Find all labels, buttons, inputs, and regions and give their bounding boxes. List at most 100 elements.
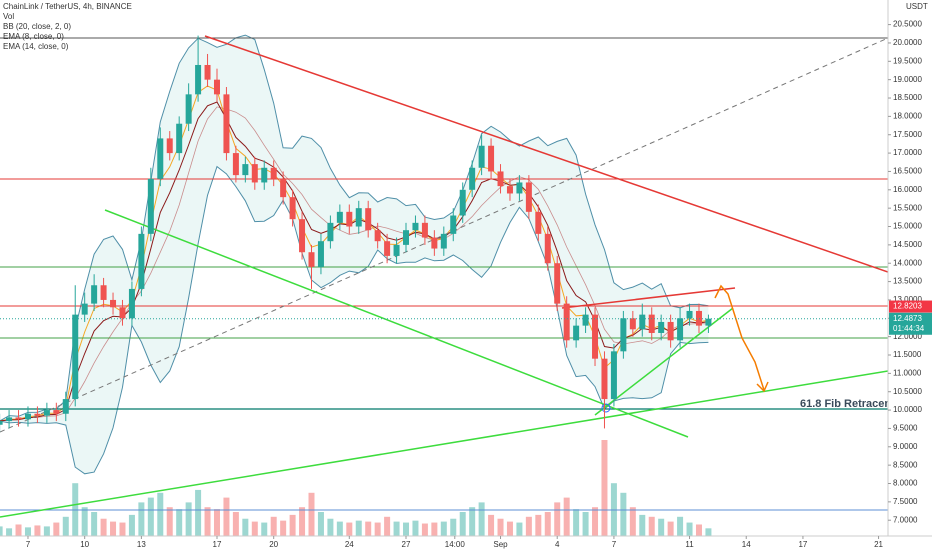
y-tick-label: 8.0000 (893, 479, 918, 488)
x-tick-label: 20 (269, 540, 278, 549)
volume-bar (544, 512, 551, 536)
candle-body (15, 417, 22, 420)
x-tick-label: 13 (137, 540, 146, 549)
candle-body (176, 123, 183, 154)
y-tick-label: 17.5000 (893, 130, 922, 139)
volume-bar (223, 497, 230, 536)
y-tick-label: 17.0000 (893, 148, 922, 157)
y-tick-label: 11.5000 (893, 350, 922, 359)
x-tick-label: 14:00 (445, 540, 466, 549)
volume-bar (384, 516, 391, 536)
candle-body (110, 299, 117, 308)
volume-bar (686, 522, 693, 536)
volume-bar (403, 522, 410, 536)
volume-bar (563, 497, 570, 536)
volume-bar (100, 518, 107, 536)
candle-body (308, 252, 315, 267)
last-price-box (889, 312, 932, 335)
candle-body (91, 285, 98, 304)
candle-body (601, 358, 608, 400)
candle-body (232, 153, 239, 176)
green-trendline (104, 209, 689, 438)
volume-bar (469, 507, 476, 536)
candle-body (469, 167, 476, 190)
y-tick-label: 15.5000 (893, 203, 922, 212)
volume-bar (91, 512, 98, 536)
volume-bar (280, 520, 287, 536)
volume-bar (251, 521, 258, 536)
candle-body (24, 413, 31, 420)
candle-body (185, 94, 192, 124)
volume-bar (629, 507, 636, 536)
volume-bar (592, 507, 599, 536)
candle-body (327, 222, 334, 242)
drawings (0, 35, 888, 518)
volume-bar (213, 509, 220, 536)
y-tick-label: 19.0000 (893, 75, 922, 84)
y-tick-label: 20.0000 (893, 38, 922, 47)
y-tick-label: 13.5000 (893, 277, 922, 286)
volume-bar (695, 524, 702, 536)
volume-bar (506, 521, 513, 536)
candle-body (459, 189, 466, 216)
volume-bar (488, 514, 495, 536)
volume-bar (459, 512, 466, 536)
volume-bar (15, 524, 22, 536)
candle-body (516, 182, 523, 194)
candle-body (261, 167, 268, 183)
candle-body (431, 237, 438, 249)
volume-bar (289, 514, 296, 536)
candles-layer (0, 35, 888, 433)
candle-body (119, 307, 126, 319)
x-tick-label: Sep (493, 540, 508, 549)
volume-bar (147, 497, 154, 536)
candle-body (421, 222, 428, 238)
candle-body (213, 79, 220, 95)
legend-entry: BB (20, close, 2, 0) (3, 22, 71, 31)
candle-body (563, 303, 570, 341)
candle-body (544, 233, 551, 264)
volume-bar (176, 509, 183, 536)
volume-bar (497, 518, 504, 536)
candle-body (648, 314, 655, 333)
red-trendline (561, 287, 736, 309)
y-tick-label: 10.5000 (893, 387, 922, 396)
projection-arrowhead (756, 381, 769, 393)
y-tick-label: 7.0000 (893, 515, 918, 524)
candle-body (204, 64, 211, 80)
legend-entry: Vol (3, 12, 14, 21)
projection (714, 284, 765, 391)
candle-body (620, 318, 627, 352)
y-tick-label: 20.5000 (893, 20, 922, 29)
candle-body (242, 164, 249, 176)
candle-body (610, 351, 617, 400)
volume-bar (639, 514, 646, 536)
candle-body (488, 145, 495, 172)
candle-body (573, 325, 580, 341)
volume-bar (421, 523, 428, 536)
x-tick-label: 11 (685, 540, 694, 549)
volume-bar (24, 527, 31, 536)
y-tick-label: 13.0000 (893, 295, 922, 304)
y-tick-label: 19.5000 (893, 56, 922, 65)
volume-bar (431, 522, 438, 536)
volume-bar (516, 522, 523, 536)
candle-body (128, 288, 135, 319)
candle-body (535, 211, 542, 234)
annotation: 61.8 Fib Retraceme (800, 398, 900, 410)
volume-bar (705, 528, 712, 536)
candle-body (280, 178, 287, 198)
volume-bar (62, 516, 69, 536)
volume-bar (270, 516, 277, 536)
volume-bar (81, 507, 88, 536)
volume-bar (119, 522, 126, 536)
candle-body (355, 208, 362, 227)
x-tick-label: 17 (213, 540, 222, 549)
candle-body (0, 421, 3, 425)
y-tick-label: 11.0000 (893, 368, 922, 377)
volume-bar (204, 507, 211, 536)
candle-body (72, 314, 79, 400)
candle-body (223, 94, 230, 154)
